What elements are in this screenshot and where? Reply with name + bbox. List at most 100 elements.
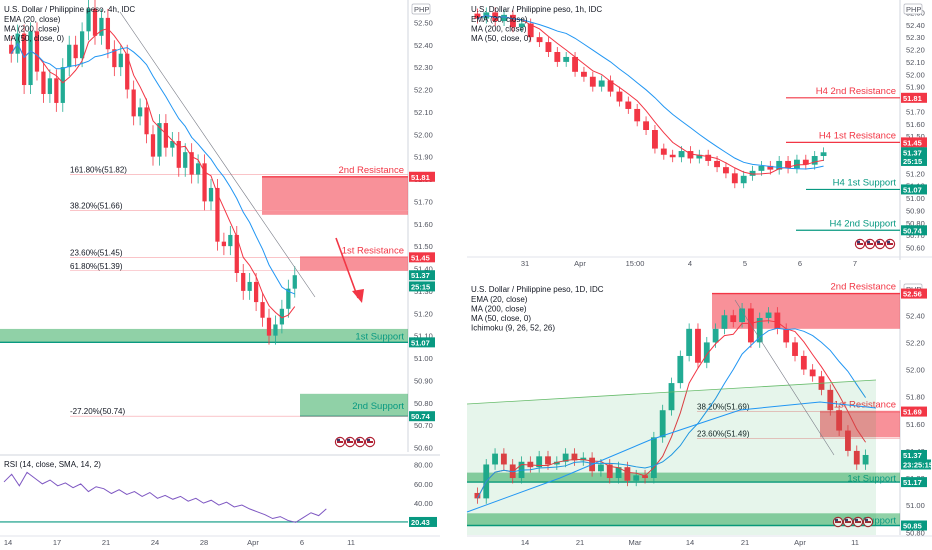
- candle-body: [696, 154, 703, 159]
- candle-body: [273, 324, 278, 336]
- x-tick-label: 15:00: [626, 259, 645, 268]
- y-tick-label: 51.40: [414, 265, 433, 274]
- flag-stripe: [845, 521, 851, 523]
- candle-body: [668, 383, 675, 411]
- us-flag-icon: [874, 238, 886, 250]
- flag-stripe: [855, 521, 861, 523]
- flag-canton: [857, 240, 860, 244]
- price-tag-label: 51.17: [903, 478, 922, 487]
- candle-body: [183, 152, 188, 168]
- candle-body: [28, 31, 33, 86]
- panel-background: [0, 0, 440, 452]
- candle-body: [809, 369, 816, 377]
- candle-body: [598, 80, 605, 87]
- price-tag-label: 50.74: [411, 412, 431, 421]
- y-tick-label: 52.20: [414, 86, 433, 95]
- candle-body: [292, 275, 297, 289]
- price-tag: [409, 171, 435, 182]
- y-tick-label: 51.00: [906, 194, 925, 203]
- flag-canton: [347, 438, 350, 442]
- candle-body: [21, 33, 27, 86]
- price-tag-label: 51.45: [411, 253, 430, 262]
- rsi-panel: RSI (14, close, SMA, 14, 2) 80.00 60.00 40.…: [0, 454, 440, 527]
- candle-body: [820, 152, 827, 156]
- y-tick-label: 51.60: [906, 420, 925, 429]
- x-tick-label: 6: [798, 259, 802, 268]
- candle-body: [652, 130, 658, 149]
- chart-title: U.S. Dollar / Philippine peso, 1D, IDC: [471, 285, 604, 294]
- y-tick-label: 51.00: [906, 501, 925, 510]
- indicator-legend: EMA (20, close): [471, 295, 528, 304]
- candle-body: [731, 173, 738, 184]
- y-tick-label: 52.40: [906, 21, 925, 30]
- price-tag-label: 51.69: [903, 408, 922, 417]
- price-tag: [409, 337, 435, 348]
- zone-label: 1st Support: [355, 332, 404, 343]
- price-tag: [409, 252, 435, 263]
- x-tick-label: 21: [102, 538, 110, 547]
- y-tick-label: 51.20: [414, 309, 433, 318]
- candle-body: [195, 163, 201, 175]
- candle-body: [783, 328, 790, 343]
- fib-trend-line: [119, 11, 316, 298]
- price-tag: [901, 184, 927, 195]
- y-tick-label: 52.10: [414, 108, 433, 117]
- rsi-line: [3, 471, 327, 523]
- indicator-legend: Ichimoku (9, 26, 52, 26): [471, 324, 555, 333]
- candle-body: [705, 154, 712, 161]
- price-tag: [901, 459, 931, 470]
- y-tick-label: 51.60: [414, 220, 433, 229]
- chart-1d-panel: 52.4052.2052.0051.8051.6051.4051.2051.00…: [466, 280, 932, 547]
- support-zone: [467, 513, 900, 526]
- support-zone: [300, 393, 408, 417]
- ema-20-line: [476, 320, 867, 499]
- indicator-legend: EMA (20, close): [4, 15, 61, 24]
- us-flag-icon: [842, 516, 854, 528]
- candle-body: [279, 308, 285, 325]
- candle-body: [800, 355, 807, 370]
- candle-body: [86, 8, 91, 32]
- y-axis-ticks: 52.4052.2052.0051.8051.6051.4051.2051.00…: [906, 311, 925, 537]
- price-tag: [901, 520, 927, 531]
- y-tick-label: 51.00: [414, 354, 433, 363]
- zone-label: 2nd Resistance: [831, 282, 896, 293]
- us-flag-icon: [854, 238, 866, 250]
- candle-body: [792, 342, 798, 356]
- candle-body: [634, 108, 641, 122]
- candles: [474, 7, 827, 189]
- fib-trend-line: [734, 299, 835, 456]
- candle-body: [616, 91, 623, 102]
- candle-body: [767, 165, 774, 170]
- candle-body: [749, 170, 756, 176]
- fib-label: 38.20%(51.69): [697, 403, 750, 412]
- candle-body: [131, 89, 136, 117]
- us-flag-icon: [852, 516, 864, 528]
- rsi-tick-label: 60.00: [414, 480, 433, 489]
- candle-body: [677, 355, 684, 384]
- indicator-legend: MA (200, close): [4, 25, 60, 34]
- candle-body: [553, 461, 560, 465]
- y-tick-label: 52.00: [906, 70, 925, 79]
- x-tick-label: 14: [521, 538, 529, 547]
- candle-body: [802, 159, 809, 165]
- y-tick-label: 52.40: [906, 311, 925, 320]
- x-tick-label: Apr: [247, 538, 259, 547]
- candle-body: [501, 14, 507, 22]
- candle-body: [492, 12, 499, 22]
- y-tick-label: 50.60: [906, 244, 925, 253]
- y-tick-label: 50.70: [906, 231, 925, 240]
- candle-body: [67, 44, 72, 68]
- candle-body: [633, 475, 640, 481]
- candle-body: [758, 165, 765, 171]
- indicator-legend: MA (200, close): [471, 25, 527, 34]
- x-tick-label: Apr: [794, 538, 806, 547]
- candle-body: [845, 430, 851, 451]
- candle-body: [615, 467, 622, 479]
- flag-stripe: [867, 243, 873, 245]
- y-tick-label: 50.90: [906, 206, 925, 215]
- candle-body: [9, 44, 14, 54]
- zone-label: 1st Resistance: [342, 245, 404, 256]
- flag-stripe: [367, 441, 373, 443]
- candle-body: [571, 453, 578, 461]
